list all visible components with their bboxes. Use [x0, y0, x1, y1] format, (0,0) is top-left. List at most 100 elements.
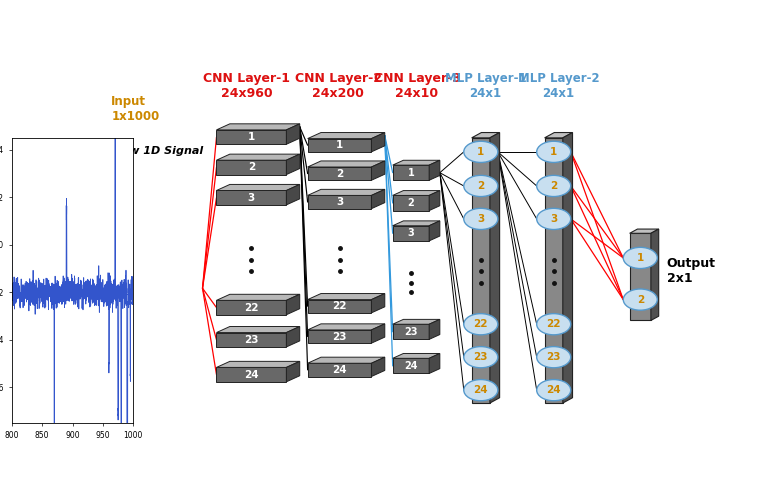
- Text: 22: 22: [546, 319, 561, 329]
- Polygon shape: [472, 132, 499, 138]
- Polygon shape: [216, 300, 286, 315]
- Text: 1: 1: [477, 147, 485, 157]
- Polygon shape: [216, 361, 299, 368]
- Text: 1: 1: [336, 140, 343, 150]
- Circle shape: [537, 346, 571, 368]
- Polygon shape: [216, 184, 299, 190]
- Polygon shape: [372, 132, 385, 152]
- Polygon shape: [429, 353, 440, 373]
- Text: MLP Layer-1
24x1: MLP Layer-1 24x1: [445, 72, 527, 100]
- Polygon shape: [372, 324, 385, 343]
- Polygon shape: [393, 226, 429, 241]
- Text: MLP Layer-2
24x1: MLP Layer-2 24x1: [517, 72, 600, 100]
- Circle shape: [464, 141, 498, 162]
- Polygon shape: [372, 357, 385, 376]
- Text: CNN Layer-2
24x200: CNN Layer-2 24x200: [295, 72, 382, 100]
- Polygon shape: [307, 300, 372, 313]
- Text: 2: 2: [477, 181, 485, 191]
- Text: 23: 23: [332, 332, 347, 341]
- Circle shape: [537, 208, 571, 230]
- Text: Input
1x1000: Input 1x1000: [111, 95, 160, 123]
- Polygon shape: [216, 327, 299, 333]
- Text: 2: 2: [550, 181, 557, 191]
- Text: 24: 24: [405, 361, 418, 371]
- Polygon shape: [216, 130, 286, 144]
- Polygon shape: [372, 294, 385, 313]
- Text: 24: 24: [474, 385, 488, 395]
- Polygon shape: [216, 124, 299, 130]
- Polygon shape: [393, 160, 440, 165]
- Polygon shape: [393, 358, 429, 373]
- Polygon shape: [545, 138, 563, 403]
- Text: 23: 23: [244, 335, 259, 345]
- Polygon shape: [393, 195, 429, 211]
- Circle shape: [464, 175, 498, 197]
- Polygon shape: [307, 330, 372, 343]
- Polygon shape: [286, 327, 299, 347]
- Text: 22: 22: [474, 319, 488, 329]
- Polygon shape: [563, 132, 572, 403]
- Circle shape: [464, 379, 498, 401]
- Text: 3: 3: [248, 193, 255, 203]
- Polygon shape: [216, 333, 286, 347]
- Polygon shape: [393, 319, 440, 324]
- Text: 22: 22: [332, 301, 347, 311]
- Polygon shape: [307, 161, 385, 167]
- Polygon shape: [393, 221, 440, 226]
- Polygon shape: [429, 190, 440, 211]
- Text: 1: 1: [637, 253, 644, 263]
- Text: 1: 1: [248, 132, 255, 142]
- Circle shape: [464, 313, 498, 335]
- Polygon shape: [216, 190, 286, 205]
- Text: CNN Layer-3
24x10: CNN Layer-3 24x10: [373, 72, 460, 100]
- Polygon shape: [372, 189, 385, 209]
- Polygon shape: [286, 154, 299, 175]
- Text: 3: 3: [477, 214, 485, 224]
- Text: 24: 24: [244, 369, 259, 380]
- Text: 23: 23: [546, 352, 561, 362]
- Circle shape: [537, 175, 571, 197]
- Text: 23: 23: [474, 352, 488, 362]
- Text: 22: 22: [244, 303, 259, 312]
- Polygon shape: [429, 319, 440, 339]
- Text: 24: 24: [546, 385, 561, 395]
- Text: Raw 1D Signal: Raw 1D Signal: [113, 146, 203, 155]
- Text: 23: 23: [405, 327, 418, 337]
- Polygon shape: [307, 363, 372, 376]
- Circle shape: [623, 289, 657, 310]
- Polygon shape: [307, 195, 372, 209]
- Polygon shape: [307, 139, 372, 152]
- Polygon shape: [490, 132, 499, 403]
- Text: 2: 2: [637, 295, 644, 305]
- Polygon shape: [286, 361, 299, 382]
- Text: Output
2x1: Output 2x1: [666, 257, 716, 285]
- Polygon shape: [393, 324, 429, 339]
- Polygon shape: [307, 357, 385, 363]
- Polygon shape: [429, 221, 440, 241]
- Text: 3: 3: [408, 228, 414, 238]
- Polygon shape: [393, 353, 440, 358]
- Text: 2: 2: [408, 198, 414, 208]
- Polygon shape: [630, 229, 659, 233]
- Polygon shape: [307, 189, 385, 195]
- Text: 3: 3: [550, 214, 557, 224]
- Circle shape: [623, 247, 657, 269]
- Polygon shape: [307, 132, 385, 139]
- Polygon shape: [216, 294, 299, 300]
- Circle shape: [464, 208, 498, 230]
- Circle shape: [537, 141, 571, 162]
- Polygon shape: [307, 324, 385, 330]
- Polygon shape: [286, 294, 299, 315]
- Text: 2: 2: [248, 162, 255, 172]
- Text: 3: 3: [336, 197, 343, 207]
- Text: 2: 2: [336, 169, 343, 179]
- Text: 1: 1: [550, 147, 557, 157]
- Polygon shape: [630, 233, 651, 320]
- Polygon shape: [216, 368, 286, 382]
- Polygon shape: [286, 184, 299, 205]
- Text: 24: 24: [332, 365, 347, 375]
- Polygon shape: [472, 138, 490, 403]
- Polygon shape: [393, 165, 429, 180]
- Polygon shape: [545, 132, 572, 138]
- Polygon shape: [393, 190, 440, 195]
